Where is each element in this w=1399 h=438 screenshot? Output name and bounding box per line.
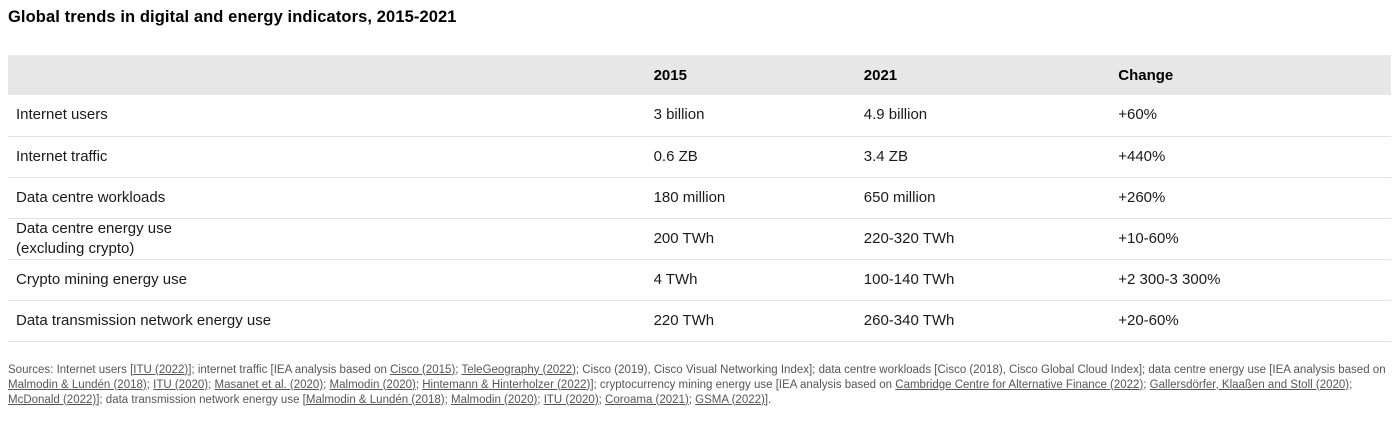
source-link[interactable]: TeleGeography (2022) bbox=[461, 363, 576, 376]
table-row: Crypto mining energy use 4 TWh 100-140 TWh… bbox=[8, 259, 1391, 301]
cell-2021: 260-340 TWh bbox=[855, 300, 1111, 342]
cell-indicator: Internet traffic bbox=[8, 136, 646, 178]
source-link[interactable]: Cambridge Centre for Alternative Finance… bbox=[895, 378, 1144, 391]
source-text: ; bbox=[208, 378, 215, 391]
source-link[interactable]: ITU (2020) bbox=[153, 378, 209, 391]
source-text: ; bbox=[688, 393, 696, 406]
table-row: Data centre workloads 180 million 650 mill… bbox=[8, 177, 1391, 219]
source-link[interactable]: Malmodin (2020) bbox=[329, 378, 416, 391]
source-text: ; bbox=[323, 378, 330, 391]
source-text: ; Cisco (2019), Cisco Visual Networking … bbox=[575, 363, 1386, 376]
cell-2021: 3.4 ZB bbox=[855, 136, 1111, 178]
source-text: ; data transmission network energy use [ bbox=[99, 393, 306, 406]
cell-change: +440% bbox=[1110, 136, 1391, 178]
cell-2021: 220-320 TWh bbox=[855, 218, 1111, 260]
sources-note: Sources: Internet users [ITU (2022)]; in… bbox=[8, 363, 1391, 408]
source-text: ; bbox=[1349, 378, 1353, 391]
source-link[interactable]: Hintemann & Hinterholzer (2022)] bbox=[422, 378, 594, 391]
source-text: ; bbox=[146, 378, 154, 391]
source-text: ; internet traffic [IEA analysis based o… bbox=[191, 363, 391, 376]
source-text: . bbox=[768, 393, 772, 406]
cell-indicator: Data centre energy use (excluding crypto… bbox=[8, 218, 646, 260]
source-link[interactable]: ITU (2020) bbox=[543, 393, 599, 406]
source-link[interactable]: Cisco (2015) bbox=[390, 363, 456, 376]
source-link[interactable]: GSMA (2022)] bbox=[695, 393, 769, 406]
source-text: ; bbox=[415, 378, 423, 391]
cell-change: +20-60% bbox=[1110, 300, 1391, 342]
source-text: ; cryptocurrency mining energy use [IEA … bbox=[593, 378, 896, 391]
indicators-table: 2015 2021 Change Internet users 3 billion… bbox=[8, 55, 1391, 342]
cell-change: +260% bbox=[1110, 177, 1391, 219]
cell-indicator: Data transmission network energy use bbox=[8, 300, 646, 342]
source-link[interactable]: Malmodin (2020) bbox=[451, 393, 538, 406]
cell-change: +60% bbox=[1110, 95, 1391, 137]
cell-2015: 200 TWh bbox=[645, 218, 856, 260]
table-row: Internet users 3 billion 4.9 billion +60% bbox=[8, 95, 1391, 137]
cell-change: +10-60% bbox=[1110, 218, 1391, 260]
source-text: ; bbox=[537, 393, 544, 406]
source-text: ; bbox=[444, 393, 451, 406]
source-link[interactable]: Gallersdörfer, Klaaßen and Stoll (2020) bbox=[1149, 378, 1350, 391]
source-link[interactable]: Malmodin & Lundén (2018) bbox=[8, 378, 147, 391]
source-text: ; bbox=[1143, 378, 1150, 391]
source-text: ; bbox=[598, 393, 606, 406]
source-link[interactable]: Masanet et al. (2020) bbox=[214, 378, 324, 391]
source-text: Sources: Internet users [ bbox=[8, 363, 134, 376]
table-row: Data centre energy use (excluding crypto… bbox=[8, 218, 1391, 260]
column-header-2021: 2021 bbox=[855, 55, 1111, 95]
source-text: ; bbox=[455, 363, 462, 376]
source-link[interactable]: McDonald (2022)] bbox=[8, 393, 100, 406]
cell-2015: 180 million bbox=[645, 177, 856, 219]
cell-2021: 650 million bbox=[855, 177, 1111, 219]
source-link[interactable]: Coroama (2021) bbox=[605, 393, 689, 406]
cell-2021: 100-140 TWh bbox=[855, 259, 1111, 301]
cell-2021: 4.9 billion bbox=[855, 95, 1111, 137]
page-title: Global trends in digital and energy indi… bbox=[8, 8, 457, 26]
column-header-2015: 2015 bbox=[645, 55, 856, 95]
table-row: Internet traffic 0.6 ZB 3.4 ZB +440% bbox=[8, 136, 1391, 178]
source-link[interactable]: ITU (2022)] bbox=[133, 363, 192, 376]
table-row: Data transmission network energy use 220 … bbox=[8, 300, 1391, 342]
cell-2015: 220 TWh bbox=[645, 300, 856, 342]
column-header-indicator bbox=[8, 55, 646, 95]
source-link[interactable]: Malmodin & Lundén (2018) bbox=[305, 393, 445, 406]
cell-2015: 4 TWh bbox=[645, 259, 856, 301]
cell-indicator: Internet users bbox=[8, 95, 646, 137]
table-header-row: 2015 2021 Change bbox=[8, 55, 1391, 95]
cell-indicator: Crypto mining energy use bbox=[8, 259, 646, 301]
cell-2015: 0.6 ZB bbox=[645, 136, 856, 178]
cell-change: +2 300-3 300% bbox=[1110, 259, 1391, 301]
cell-indicator: Data centre workloads bbox=[8, 177, 646, 219]
column-header-change: Change bbox=[1110, 55, 1391, 95]
cell-2015: 3 billion bbox=[645, 95, 856, 137]
